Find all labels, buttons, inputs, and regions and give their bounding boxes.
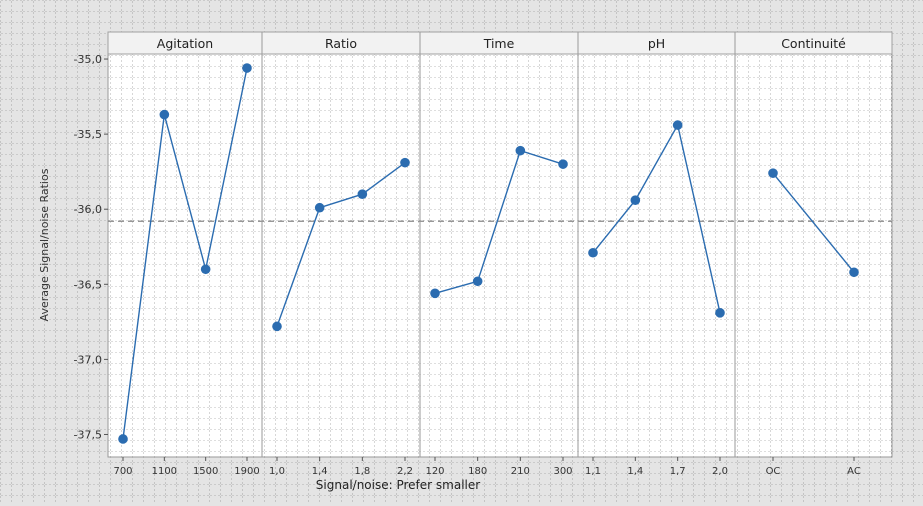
x-tick-label: 1,0 bbox=[269, 466, 285, 477]
x-tick-label: 1100 bbox=[152, 466, 177, 477]
data-point bbox=[849, 267, 859, 278]
panel-title: Time bbox=[483, 36, 515, 51]
x-tick-label: 1,4 bbox=[627, 466, 643, 477]
x-tick-label: 1,4 bbox=[312, 466, 328, 477]
y-axis-label: Average Signal/noise Ratios bbox=[38, 168, 51, 321]
y-tick-label: -37,5 bbox=[74, 428, 102, 441]
x-axis-label: Signal/noise: Prefer smaller bbox=[316, 478, 480, 492]
plot-grid bbox=[108, 32, 892, 457]
x-tick-label: 180 bbox=[468, 466, 487, 477]
x-tick-label: 1,1 bbox=[585, 466, 601, 477]
data-point bbox=[472, 276, 483, 287]
x-tick-label: 210 bbox=[511, 466, 530, 477]
panel-4: Continuité OC AC bbox=[734, 31, 893, 477]
x-tick-label: 1,8 bbox=[354, 466, 370, 477]
x-tick-label: OC bbox=[766, 466, 781, 477]
data-point bbox=[430, 288, 440, 299]
x-tick-label: 1500 bbox=[193, 466, 218, 477]
series-line-2 bbox=[434, 149, 564, 294]
data-point bbox=[558, 159, 568, 169]
data-point bbox=[200, 264, 211, 275]
x-tick-label: 1900 bbox=[234, 466, 259, 477]
series-line-1 bbox=[276, 162, 406, 327]
series-line-4 bbox=[772, 172, 855, 273]
data-point bbox=[715, 308, 725, 318]
y-tick-label: -35,5 bbox=[74, 128, 102, 141]
series-line-3 bbox=[592, 123, 721, 313]
data-point bbox=[630, 195, 641, 205]
data-point bbox=[242, 63, 252, 73]
panel-title: Ratio bbox=[325, 36, 357, 51]
x-tick-label: 2,0 bbox=[712, 466, 728, 477]
x-tick-label: 700 bbox=[113, 466, 132, 477]
y-axis: -35,0 -35,5 -36,0 -36,5 -37,0 -37,5 bbox=[74, 53, 108, 441]
data-point bbox=[314, 202, 325, 213]
y-tick-label: -37,0 bbox=[74, 353, 102, 366]
data-point bbox=[768, 168, 778, 178]
data-point bbox=[400, 157, 410, 168]
x-tick-label: 2,2 bbox=[397, 466, 413, 477]
y-tick-label: -36,5 bbox=[74, 278, 102, 291]
data-point bbox=[588, 247, 598, 258]
x-tick-label: AC bbox=[847, 466, 861, 477]
panel-2: Time 120 180 210 300 bbox=[419, 31, 579, 477]
x-tick-label: 1,7 bbox=[670, 466, 686, 477]
data-point bbox=[159, 109, 170, 120]
panel-title: pH bbox=[648, 36, 665, 51]
x-tick-label: 300 bbox=[553, 466, 572, 477]
y-tick-label: -35,0 bbox=[74, 53, 102, 66]
y-tick-label: -36,0 bbox=[74, 203, 102, 216]
panel-1: Ratio 1,0 1,4 1,8 2,2 bbox=[261, 31, 421, 477]
data-point bbox=[357, 189, 368, 199]
series-line-0 bbox=[122, 67, 248, 440]
panel-title: Agitation bbox=[157, 36, 213, 51]
panel-3: pH 1,1 1,4 1,7 2,0 bbox=[577, 31, 736, 477]
data-point bbox=[515, 145, 526, 156]
data-point bbox=[672, 120, 683, 130]
data-point bbox=[118, 434, 128, 444]
series-layer bbox=[118, 63, 859, 444]
panel-title: Continuité bbox=[781, 36, 846, 51]
x-tick-label: 120 bbox=[425, 466, 444, 477]
data-point bbox=[272, 321, 282, 332]
panels-layer: Agitation 700 1100 1500 1900 Ratio 1,0 1,4 1,8 2,… bbox=[107, 31, 893, 477]
